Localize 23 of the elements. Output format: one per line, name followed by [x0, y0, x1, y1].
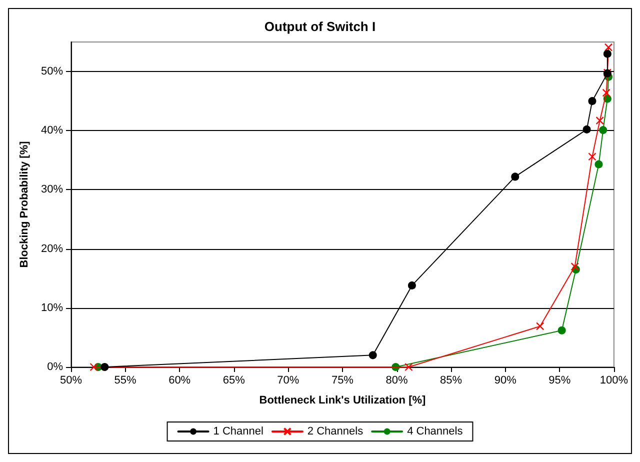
x-tick-label: 80%: [386, 374, 408, 386]
y-tick-label: 10%: [40, 302, 64, 314]
y-tick-label: 50%: [40, 66, 64, 78]
legend-label: 2 Channels: [307, 426, 364, 438]
x-tick-label: 85%: [440, 374, 462, 386]
x-tick-label: 65%: [222, 374, 246, 386]
y-tick-label: 20%: [40, 242, 64, 255]
x-tick-label: 100%: [600, 374, 628, 386]
x-tick-label: 70%: [277, 374, 300, 386]
x-tick-label: 60%: [168, 374, 191, 386]
y-tick-label: 30%: [40, 184, 64, 196]
y-tick-label: 40%: [40, 124, 64, 137]
x-tick-label: 55%: [114, 374, 137, 386]
legend-label: 1 Channel: [213, 426, 264, 438]
x-axis-title: Bottleneck Link's Utilization [%]: [259, 394, 426, 406]
y-axis-title: Blocking Probability [%]: [18, 140, 31, 268]
x-tick-label: 95%: [548, 374, 571, 386]
x-tick-label: 90%: [494, 374, 517, 386]
x-tick-label: 50%: [60, 374, 82, 386]
legend-label: 4 Channels: [407, 426, 464, 438]
chart-title: Output of Switch I: [264, 19, 376, 34]
y-tick-label: 0%: [47, 361, 64, 373]
x-tick-label: 75%: [331, 374, 354, 386]
